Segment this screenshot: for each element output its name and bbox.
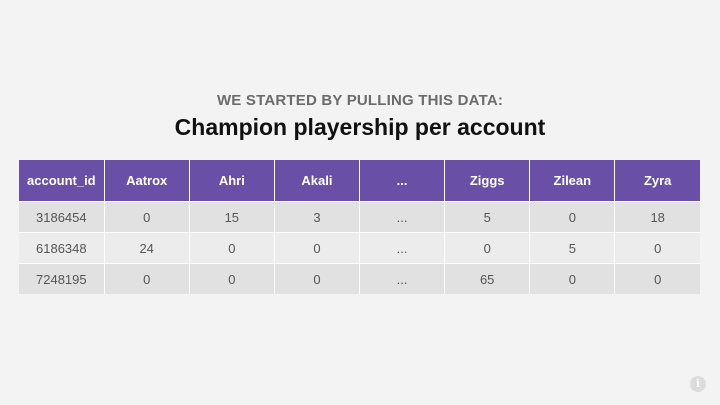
header-aatrox: Aatrox [103,160,190,202]
champion-playership-table: account_id Aatrox Ahri Akali ... Ziggs Z… [19,160,700,294]
table-cell: 0 [614,263,700,294]
table-cell: 0 [614,232,700,264]
table-cell: 6186348 [19,232,105,264]
table-cell: 3186454 [19,201,105,233]
table-cell: ... [358,263,445,294]
slide-title: Champion playership per account [174,114,546,140]
header-ahri: Ahri [188,160,275,202]
table-cell: 0 [188,263,275,294]
table-cell: 0 [529,263,615,294]
table-cell: ... [358,201,445,233]
table-cell: 0 [273,263,360,294]
table-cell: 5 [529,232,615,264]
header-akali: Akali [273,160,360,202]
table-cell: 24 [103,232,190,264]
table-cell: 7248195 [19,263,105,294]
slide-subtitle: WE STARTED BY PULLING THIS DATA: [216,92,504,109]
table-cell: 5 [444,201,530,233]
table-row: 6186348 24 0 0 ... 0 5 0 [19,232,700,264]
table-cell: 0 [103,263,190,294]
table-cell: ... [358,232,445,264]
table-cell: 0 [103,201,190,233]
table-cell: 0 [444,232,530,264]
header-zilean: Zilean [529,160,615,202]
table-cell: 0 [529,201,615,233]
header-account-id: account_id [19,160,105,202]
table-cell: 15 [188,201,275,233]
header-ziggs: Ziggs [444,160,530,202]
table-header-row: account_id Aatrox Ahri Akali ... Ziggs Z… [19,160,700,202]
info-icon[interactable]: i [690,376,706,392]
header-zyra: Zyra [614,160,700,202]
table-row: 7248195 0 0 0 ... 65 0 0 [19,263,700,294]
table-cell: 65 [444,263,530,294]
table-cell: 18 [614,201,700,233]
table-row: 3186454 0 15 3 ... 5 0 18 [19,201,700,233]
table-cell: 3 [273,201,360,233]
table-cell: 0 [188,232,275,264]
header-ellipsis: ... [358,160,445,202]
table-cell: 0 [273,232,360,264]
